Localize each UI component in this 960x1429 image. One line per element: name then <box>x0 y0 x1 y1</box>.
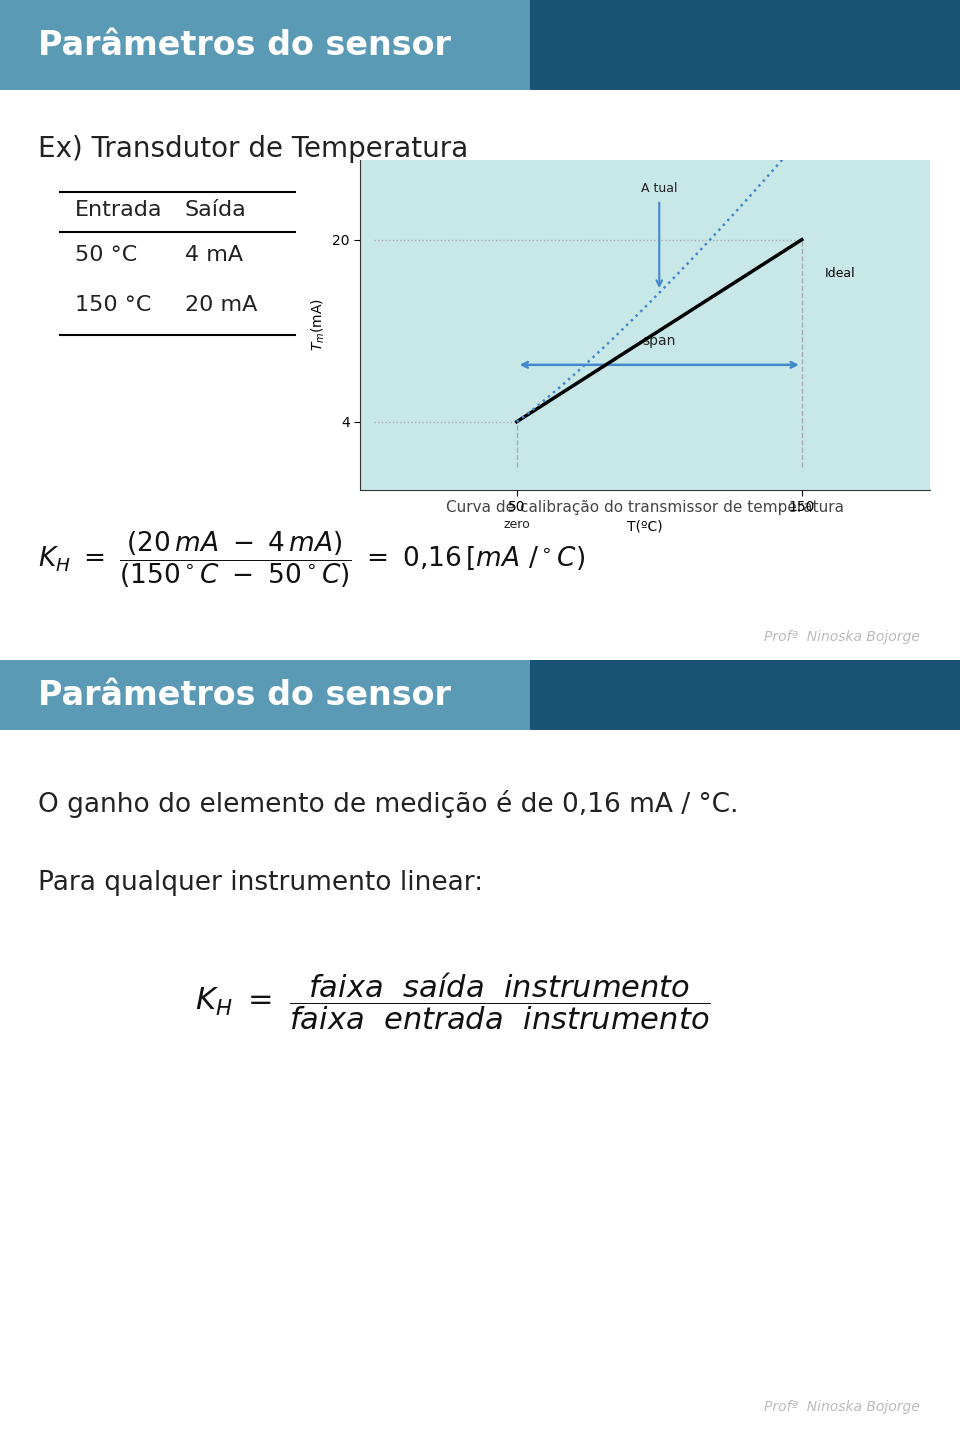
Bar <box>0 0 960 90</box>
Text: span: span <box>642 334 676 347</box>
Text: A tual: A tual <box>641 181 678 194</box>
Text: Entrada: Entrada <box>75 200 162 220</box>
Text: Profª  Ninoska Bojorge: Profª Ninoska Bojorge <box>764 1400 920 1415</box>
Text: Saída: Saída <box>185 200 247 220</box>
Text: 150 °C: 150 °C <box>75 294 152 314</box>
Text: Profª  Ninoska Bojorge: Profª Ninoska Bojorge <box>764 630 920 644</box>
Text: Ex) Transdutor de Temperatura: Ex) Transdutor de Temperatura <box>38 134 468 163</box>
Bar <box>0 660 960 730</box>
Text: $K_H\ =\ \dfrac{\mathit{faixa\ \ saída\ \ instrumento}}{\mathit{faixa\ \ entrada: $K_H\ =\ \dfrac{\mathit{faixa\ \ saída\ … <box>195 970 710 1032</box>
Text: Parâmetros do sensor: Parâmetros do sensor <box>38 679 451 712</box>
Text: zero: zero <box>503 519 530 532</box>
Y-axis label: $T_m$(mA): $T_m$(mA) <box>309 299 326 352</box>
Text: Curva de calibração do transmissor de temperatura: Curva de calibração do transmissor de te… <box>446 500 844 514</box>
Text: 50 °C: 50 °C <box>75 244 137 264</box>
Text: 20 mA: 20 mA <box>185 294 257 314</box>
Bar <box>0 660 530 730</box>
Text: O ganho do elemento de medição é de 0,16 mA / °C.: O ganho do elemento de medição é de 0,16… <box>38 790 738 817</box>
Text: $K_H\ =\ \dfrac{(20\,mA\ -\ 4\,mA)}{(150^\circ C\ -\ 50^\circ C)}\ =\ 0{,}16\,[m: $K_H\ =\ \dfrac{(20\,mA\ -\ 4\,mA)}{(150… <box>38 530 586 590</box>
Text: 4 mA: 4 mA <box>185 244 243 264</box>
Text: Ideal: Ideal <box>825 267 855 280</box>
Text: Para qualquer instrumento linear:: Para qualquer instrumento linear: <box>38 870 483 896</box>
Bar <box>0 0 530 90</box>
Text: Parâmetros do sensor: Parâmetros do sensor <box>38 29 451 61</box>
X-axis label: T(ºC): T(ºC) <box>627 520 662 534</box>
